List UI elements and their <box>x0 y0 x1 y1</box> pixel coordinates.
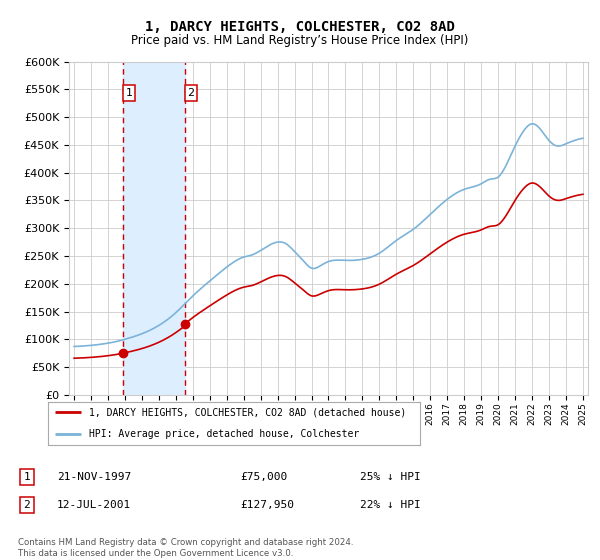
Text: £127,950: £127,950 <box>240 500 294 510</box>
Text: Contains HM Land Registry data © Crown copyright and database right 2024.: Contains HM Land Registry data © Crown c… <box>18 538 353 547</box>
Text: 2: 2 <box>23 500 31 510</box>
Text: 1, DARCY HEIGHTS, COLCHESTER, CO2 8AD: 1, DARCY HEIGHTS, COLCHESTER, CO2 8AD <box>145 20 455 34</box>
Text: £75,000: £75,000 <box>240 472 287 482</box>
Text: 2: 2 <box>187 88 194 98</box>
Text: 1: 1 <box>23 472 31 482</box>
Text: 1, DARCY HEIGHTS, COLCHESTER, CO2 8AD (detached house): 1, DARCY HEIGHTS, COLCHESTER, CO2 8AD (d… <box>89 408 406 417</box>
Text: 22% ↓ HPI: 22% ↓ HPI <box>360 500 421 510</box>
Text: 1: 1 <box>125 88 133 98</box>
Text: HPI: Average price, detached house, Colchester: HPI: Average price, detached house, Colc… <box>89 430 359 439</box>
Text: Price paid vs. HM Land Registry’s House Price Index (HPI): Price paid vs. HM Land Registry’s House … <box>131 34 469 46</box>
Text: This data is licensed under the Open Government Licence v3.0.: This data is licensed under the Open Gov… <box>18 549 293 558</box>
Text: 12-JUL-2001: 12-JUL-2001 <box>57 500 131 510</box>
Bar <box>123 62 185 395</box>
Text: 21-NOV-1997: 21-NOV-1997 <box>57 472 131 482</box>
Text: 25% ↓ HPI: 25% ↓ HPI <box>360 472 421 482</box>
